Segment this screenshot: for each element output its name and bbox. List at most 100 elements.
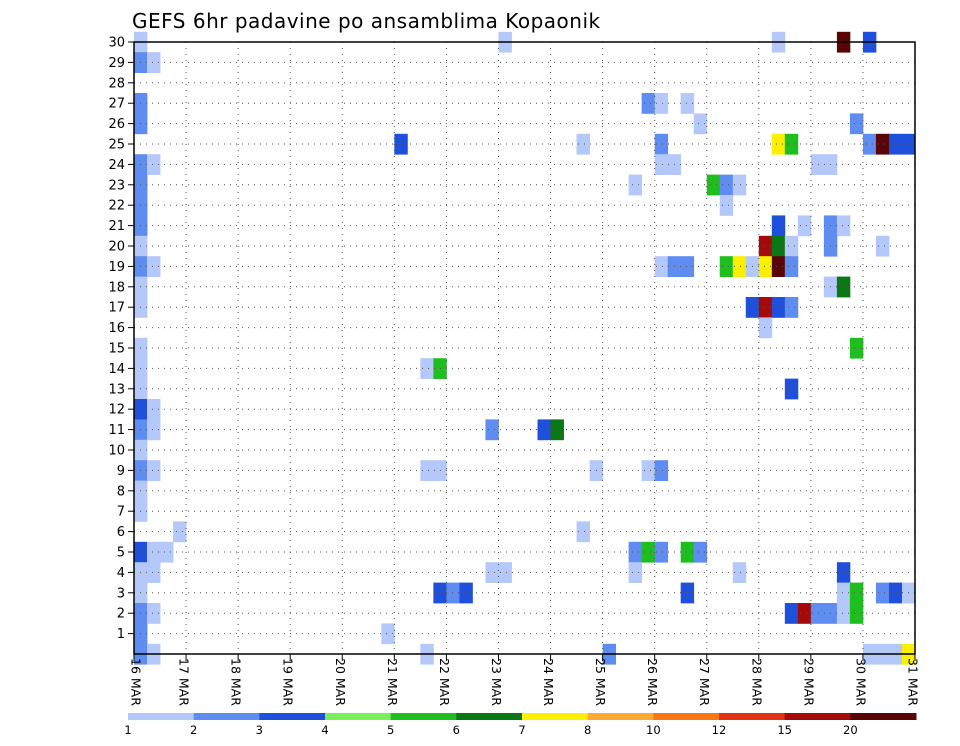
heatmap-cell (680, 256, 695, 277)
heatmap-cell (680, 541, 695, 563)
y-tick-label: 19 (108, 260, 125, 275)
heatmap-cell (784, 603, 799, 624)
heatmap-cell (147, 256, 161, 277)
heatmap-cell (693, 113, 708, 135)
colorbar-swatch (784, 713, 851, 720)
x-tick-label: 28 MAR (749, 658, 764, 706)
y-tick-label: 21 (108, 219, 125, 234)
colorbar-swatch (325, 713, 392, 720)
heatmap-cell (680, 582, 695, 604)
x-tick-label: 23 MAR (489, 658, 504, 706)
heatmap-cell (628, 174, 643, 196)
heatmap-cell (719, 195, 734, 216)
heatmap-cell (797, 603, 812, 624)
heatmap-cell (784, 297, 799, 318)
colorbar-swatch (259, 713, 326, 720)
heatmap-cell (641, 93, 656, 114)
y-tick-label: 6 (117, 525, 125, 540)
y-tick-label: 28 (108, 76, 125, 91)
x-tick-label: 24 MAR (541, 658, 556, 706)
heatmap-cell (654, 541, 669, 563)
x-tick-label: 21 MAR (385, 658, 400, 706)
heatmap-cell (693, 541, 708, 563)
heatmap-cell (147, 541, 161, 563)
heatmap-cell (550, 419, 564, 441)
y-tick-label: 10 (108, 444, 125, 459)
heatmap-cell (732, 562, 747, 583)
heatmap-cell (784, 133, 799, 155)
x-tick-label: 30 MAR (853, 658, 868, 706)
colorbar-swatch (653, 713, 720, 720)
colorbar-label: 3 (256, 723, 263, 737)
y-tick-label: 15 (108, 342, 125, 357)
heatmap-cell (654, 93, 669, 114)
heatmap-cell (654, 256, 669, 277)
heatmap-cell (173, 521, 187, 543)
y-tick-label: 14 (108, 362, 125, 377)
heatmap-cell (732, 256, 747, 277)
colorbar-label: 8 (584, 723, 591, 737)
colorbar-swatch (719, 713, 786, 720)
heatmap-cell (849, 337, 864, 359)
colorbar-label: 4 (321, 723, 328, 737)
y-tick-label: 23 (108, 178, 125, 193)
heatmap-cell (875, 582, 890, 604)
heatmap-cell (888, 133, 903, 155)
heatmap-cell (147, 52, 161, 73)
y-tick-label: 8 (117, 484, 125, 499)
heatmap-cell (576, 133, 590, 155)
heatmap-cell (381, 623, 395, 645)
heatmap-cell (537, 419, 551, 441)
colorbar-label: 7 (518, 723, 525, 737)
heatmap-cell (784, 235, 799, 257)
heatmap-cell (758, 235, 773, 257)
heatmap-cell (641, 460, 656, 481)
heatmap-cell (147, 562, 161, 583)
heatmap-cell (836, 215, 851, 237)
heatmap-cell (446, 582, 460, 604)
y-tick-label: 13 (108, 382, 125, 397)
x-tick-label: 19 MAR (281, 658, 296, 706)
y-tick-label: 25 (108, 138, 125, 153)
heatmap-cell (147, 154, 161, 175)
colorbar-label: 6 (453, 723, 460, 737)
heatmap-cell (758, 256, 773, 277)
y-tick-label: 17 (108, 301, 125, 316)
x-tick-label: 20 MAR (333, 658, 348, 706)
colorbar-swatch (193, 713, 260, 720)
x-tick-label: 31 MAR (906, 658, 921, 706)
y-tick-label: 12 (108, 403, 125, 418)
colorbar-swatch (587, 713, 654, 720)
heatmap-cell (641, 541, 656, 563)
heatmap-cell (160, 541, 174, 563)
heatmap-cell (654, 133, 669, 155)
x-tick-label: 17 MAR (177, 658, 192, 706)
heatmap-cell (771, 256, 786, 277)
heatmap-cell (147, 419, 161, 441)
grid-layer (134, 41, 915, 654)
colorbar-label: 2 (190, 723, 197, 737)
y-tick-label: 24 (108, 158, 125, 173)
colorbar-swatch (456, 713, 523, 720)
colorbar-label: 10 (646, 723, 661, 737)
y-tick-label: 4 (117, 566, 125, 581)
y-tick-label: 18 (108, 280, 125, 295)
heatmap-cell (485, 562, 499, 583)
y-tick-label: 7 (117, 505, 125, 520)
heatmap-cell (485, 419, 499, 441)
chart-title: GEFS 6hr padavine po ansamblima Kopaonik (132, 9, 601, 33)
heatmap-cell (719, 174, 734, 196)
heatmap-cell (797, 215, 812, 237)
colorbar-swatch (390, 713, 457, 720)
heatmap-cell (654, 460, 669, 481)
heatmap-cell (628, 562, 643, 583)
x-axis: 16 MAR 17 MAR 18 MAR 19 MAR 20 MAR 21 MAR 22 M… (129, 654, 921, 706)
heatmap-cell (459, 582, 473, 604)
y-tick-label: 5 (117, 546, 125, 561)
y-axis: 1234567891011121314151617181920212223242… (108, 36, 134, 642)
y-tick-label: 29 (108, 56, 125, 71)
heatmap-cell (147, 399, 161, 420)
heatmap-cell (628, 541, 643, 563)
